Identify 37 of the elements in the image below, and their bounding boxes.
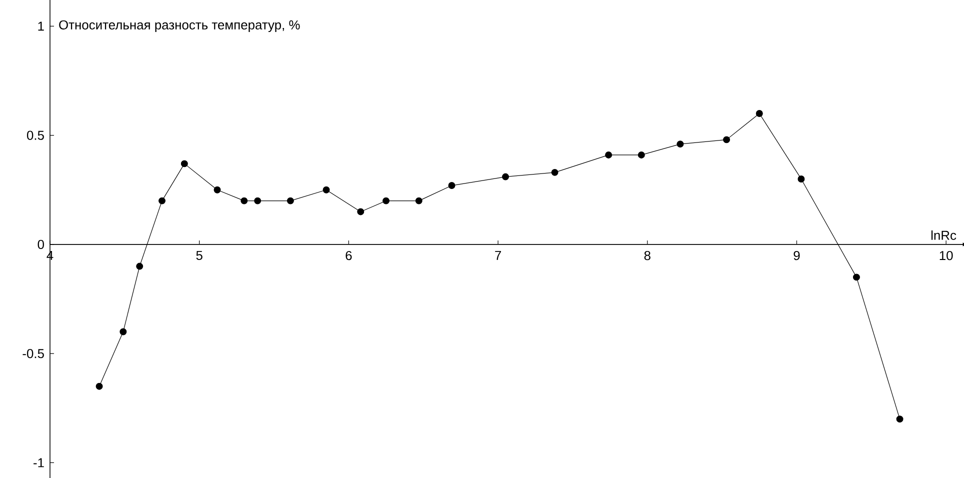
point	[254, 197, 262, 204]
point	[382, 197, 390, 204]
point	[322, 186, 330, 194]
x-tick-label: 8	[644, 250, 650, 260]
point	[723, 136, 730, 144]
point	[415, 197, 422, 204]
point	[136, 262, 144, 270]
y-tick-label: -1	[34, 458, 44, 468]
x-tick-label: 6	[346, 250, 352, 260]
point	[448, 182, 456, 190]
point	[158, 197, 166, 204]
point	[896, 416, 904, 423]
y-tick-label: 0.5	[26, 130, 44, 140]
point	[676, 140, 684, 148]
point	[502, 173, 509, 180]
x-tick-label: 9	[794, 250, 800, 260]
point	[240, 197, 248, 204]
y-axis-title: Относительная разность температур, %	[59, 20, 300, 32]
point	[638, 151, 645, 158]
point	[96, 382, 103, 390]
x-axis-title: lnRc	[931, 230, 956, 240]
point	[357, 208, 364, 216]
point	[605, 151, 612, 158]
point	[551, 168, 558, 176]
point	[756, 110, 763, 117]
y-tick-label: -0.5	[22, 349, 44, 358]
y-tick-label: 1	[38, 22, 44, 31]
point	[180, 160, 188, 168]
point	[798, 175, 805, 182]
point	[120, 328, 127, 336]
point	[286, 197, 294, 204]
point	[214, 186, 221, 194]
y-tick-label: 0	[38, 240, 44, 250]
x-tick-label: 10	[940, 250, 953, 260]
x-tick-label: 5	[196, 250, 202, 260]
point	[852, 274, 860, 281]
x-tick-label: 7	[495, 250, 501, 260]
